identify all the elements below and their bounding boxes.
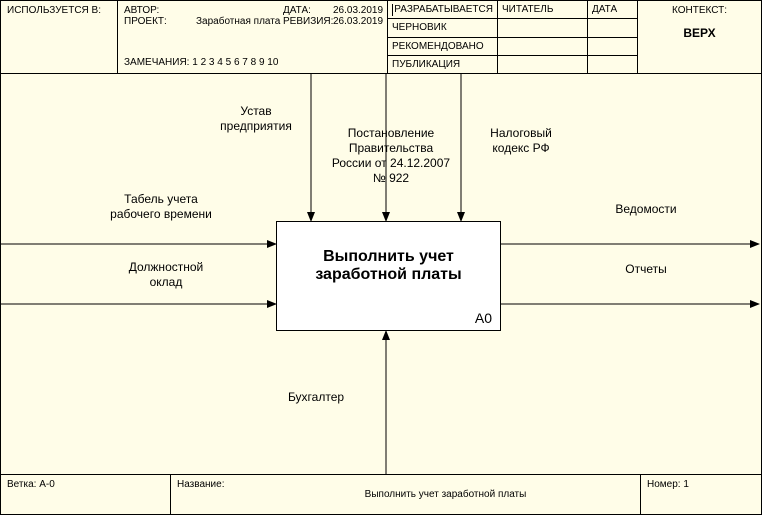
footer-number: Номер: 1	[641, 475, 761, 514]
branch-label: Ветка:	[7, 479, 36, 490]
revision-value: 26.03.2019	[333, 16, 383, 27]
title-value: Выполнить учет заработной платы	[257, 489, 634, 500]
project-label: ПРОЕКТ:	[124, 16, 196, 27]
context-label: КОНТЕКСТ:	[644, 5, 755, 16]
number-value: 1	[683, 479, 689, 490]
main-node: Выполнить учет заработной платы A0	[276, 221, 501, 331]
header: ИСПОЛЬЗУЕТСЯ В: АВТОР: ПРОЕКТ: Заработна…	[1, 1, 761, 74]
status-draft: ЧЕРНОВИК	[392, 22, 447, 33]
mechanism-label-accountant: Бухгалтер	[266, 390, 366, 405]
header-context-block: КОНТЕКСТ: ВЕРХ	[638, 1, 761, 73]
control-label-charter: Устав предприятия	[206, 104, 306, 134]
footer-title: Название: Выполнить учет заработной плат…	[171, 475, 641, 514]
project-value: Заработная плата	[196, 16, 280, 27]
status-date-label: ДАТА	[592, 4, 617, 15]
header-used-in: ИСПОЛЬЗУЕТСЯ В:	[1, 1, 118, 73]
notes-row: ЗАМЕЧАНИЯ: 1 2 3 4 5 6 7 8 9 10	[124, 57, 278, 68]
diagram-area: Выполнить учет заработной платы A0 Устав…	[1, 74, 761, 474]
date-value: 26.03.2019	[333, 5, 383, 16]
context-value: ВЕРХ	[644, 26, 755, 40]
status-recommended: РЕКОМЕНДОВАНО	[392, 41, 484, 52]
main-node-title-1: Выполнить учет	[277, 248, 500, 266]
output-label-reports: Отчеты	[606, 262, 686, 277]
footer-branch: Ветка: A-0	[1, 475, 171, 514]
output-label-statements: Ведомости	[596, 202, 696, 217]
main-node-title-2: заработной платы	[277, 266, 500, 284]
status-publication: ПУБЛИКАЦИЯ	[392, 59, 460, 70]
branch-value: A-0	[39, 479, 55, 490]
notes-value: 1 2 3 4 5 6 7 8 9 10	[192, 57, 278, 68]
idef0-frame: ИСПОЛЬЗУЕТСЯ В: АВТОР: ПРОЕКТ: Заработна…	[0, 0, 762, 515]
used-in-label: ИСПОЛЬЗУЕТСЯ В:	[7, 5, 101, 16]
author-label: АВТОР:	[124, 5, 196, 16]
main-node-id: A0	[475, 310, 492, 326]
title-label: Название:	[177, 479, 257, 510]
reader-label: ЧИТАТЕЛЬ	[502, 4, 553, 15]
control-label-taxcode: Налоговый кодекс РФ	[471, 126, 571, 156]
header-status-block: РАЗРАБАТЫВАЕТСЯ ЧИТАТЕЛЬ ДАТА ЧЕРНОВИК Р…	[388, 1, 638, 73]
input-label-timesheet: Табель учета рабочего времени	[96, 192, 226, 222]
date-label: ДАТА:	[283, 5, 333, 16]
revision-label: РЕВИЗИЯ:	[283, 16, 333, 27]
control-label-decree: Постановление Правительства России от 24…	[316, 126, 466, 186]
input-label-salary: Должностной оклад	[111, 260, 221, 290]
footer: Ветка: A-0 Название: Выполнить учет зара…	[1, 474, 761, 514]
status-developing: РАЗРАБАТЫВАЕТСЯ	[394, 4, 493, 15]
number-label: Номер:	[647, 479, 681, 490]
notes-label: ЗАМЕЧАНИЯ:	[124, 57, 189, 68]
